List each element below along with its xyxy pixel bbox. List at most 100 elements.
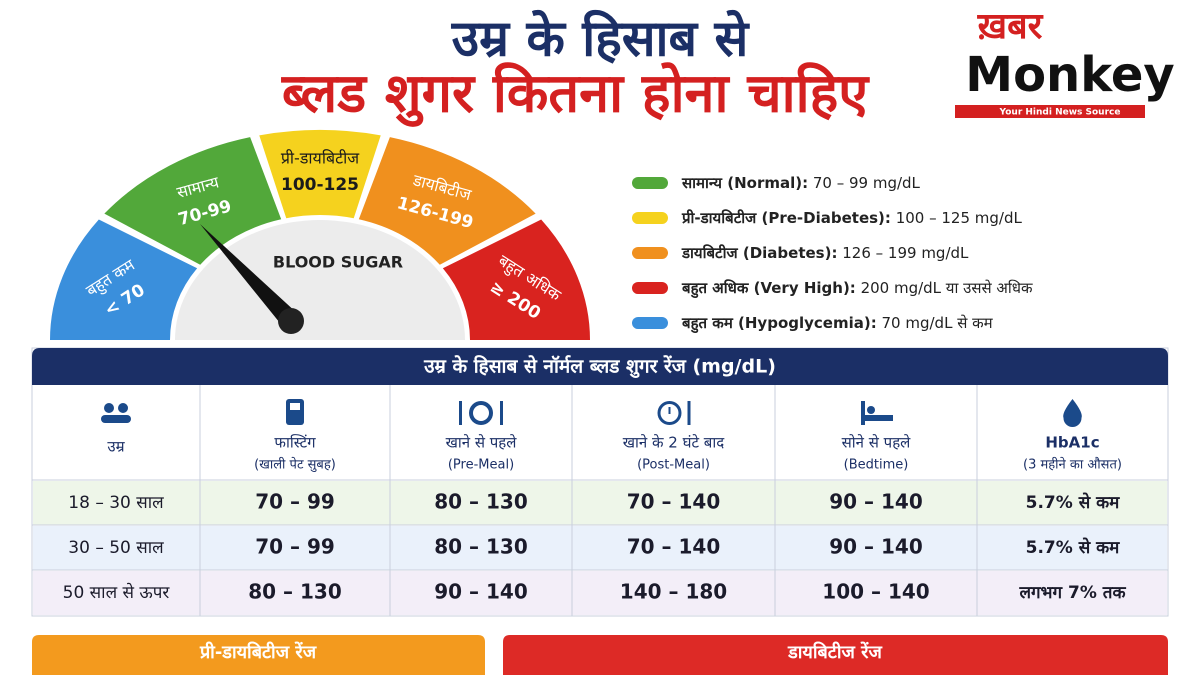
icon-part <box>101 415 131 423</box>
table-cell: 80 – 130 <box>248 580 342 604</box>
table-row-bg <box>33 571 1167 615</box>
footer-left: प्री-डायबिटीज रेंज <box>199 641 317 663</box>
icon-part <box>687 401 691 425</box>
column-label: खाने से पहले <box>446 434 518 452</box>
table-cell: 50 साल से ऊपर <box>63 582 171 603</box>
column-label: फास्टिंग <box>274 434 316 452</box>
column-icon <box>1063 399 1082 428</box>
legend-value: 100 – 125 mg/dL <box>896 209 1023 227</box>
logo-word1: ख़बर <box>977 6 1044 47</box>
legend-label: बहुत कम (Hypoglycemia): <box>681 314 877 334</box>
legend-swatch <box>632 282 668 294</box>
table-title: उम्र के हिसाब से नॉर्मल ब्लड शुगर रेंज (… <box>423 355 776 379</box>
icon-part <box>867 406 875 414</box>
icon-part <box>500 401 503 425</box>
table-cell: 70 – 140 <box>627 490 721 514</box>
table-cell: 30 – 50 साल <box>68 538 164 558</box>
legend-swatch <box>632 212 668 224</box>
legend-value: 200 mg/dL या उससे अधिक <box>861 279 1033 297</box>
legend-swatch <box>632 247 668 259</box>
table-cell: 5.7% से कम <box>1026 537 1121 558</box>
table-cell: 90 – 140 <box>829 490 923 514</box>
icon-part <box>668 407 671 414</box>
icon-part <box>104 403 114 413</box>
title-line1: उम्र के हिसाब से <box>451 10 751 68</box>
table-cell: 80 – 130 <box>434 490 528 514</box>
gauge: बहुत कम< 70सामान्य70-99प्री-डायबिटीज100-… <box>50 130 590 340</box>
icon-part <box>290 403 300 410</box>
table-cell: 140 – 180 <box>620 580 727 604</box>
legend: सामान्य (Normal): 70 – 99 mg/dL प्री-डायब… <box>632 174 1033 334</box>
table-cell: 5.7% से कम <box>1026 492 1121 513</box>
logo-word2: Monkey <box>965 47 1174 103</box>
icon-part <box>865 415 893 421</box>
column-sublabel: (खाली पेट सुबह) <box>254 457 336 473</box>
footer-right: डायबिटीज रेंज <box>787 641 882 663</box>
gauge-segment <box>50 219 198 340</box>
gauge-segment <box>358 137 536 265</box>
column-sublabel: (Pre-Meal) <box>448 458 514 473</box>
column-sublabel: (Post-Meal) <box>637 458 710 473</box>
column-label: खाने के 2 घंटे बाद <box>623 434 725 452</box>
gauge-segment <box>104 137 282 265</box>
icon-part <box>473 405 489 421</box>
legend-value: 70 mg/dL से कम <box>882 314 994 332</box>
legend-label: बहुत अधिक (Very High): <box>681 279 856 299</box>
legend-value: 126 – 199 mg/dL <box>842 244 969 262</box>
footer-left-bar <box>32 635 485 675</box>
title-line2: ब्लड शुगर कितना होना चाहिए <box>281 62 870 128</box>
legend-label: प्री-डायबिटीज (Pre-Diabetes): <box>681 209 891 227</box>
column-sublabel: (Bedtime) <box>844 458 909 473</box>
legend-entry: डायबिटीज (Diabetes): 126 – 199 mg/dL <box>681 244 969 262</box>
column-label: उम्र <box>107 438 125 456</box>
table-cell: 70 – 99 <box>255 535 335 559</box>
table-cell: 90 – 140 <box>434 580 528 604</box>
legend-entry: बहुत कम (Hypoglycemia): 70 mg/dL से कम <box>681 314 994 334</box>
table-row-bg <box>33 526 1167 570</box>
footer: प्री-डायबिटीज रेंज डायबिटीज रेंज <box>32 635 1168 675</box>
legend-entry: सामान्य (Normal): 70 – 99 mg/dL <box>681 174 921 192</box>
legend-swatch <box>632 177 668 189</box>
table-cell: 100 – 140 <box>822 580 929 604</box>
column-icon <box>459 401 503 425</box>
icon-part <box>118 403 128 413</box>
legend-value: 70 – 99 mg/dL <box>813 174 921 192</box>
legend-entry: प्री-डायबिटीज (Pre-Diabetes): 100 – 125 … <box>681 209 1022 227</box>
logo: ख़बर Monkey Your Hindi News Source <box>955 6 1175 118</box>
table-cell: 70 – 99 <box>255 490 335 514</box>
legend-entry: बहुत अधिक (Very High): 200 mg/dL या उससे… <box>681 279 1033 299</box>
gauge-label: प्री-डायबिटीज 100-125 <box>281 149 360 196</box>
column-icon <box>101 403 131 423</box>
table-header-bar <box>32 348 1168 385</box>
logo-tagline: Your Hindi News Source <box>999 108 1121 118</box>
table-cell: 70 – 140 <box>627 535 721 559</box>
gauge-hub <box>278 308 304 334</box>
icon-part <box>459 401 462 425</box>
table: उम्र के हिसाब से नॉर्मल ब्लड शुगर रेंज (… <box>31 347 1169 617</box>
gauge-segment <box>259 130 381 219</box>
table-cell: 18 – 30 साल <box>68 493 164 513</box>
gauge-segment-name: प्री-डायबिटीज <box>281 149 360 168</box>
footer-right-bar <box>503 635 1168 675</box>
legend-label: डायबिटीज (Diabetes): <box>681 244 837 262</box>
gauge-needle <box>200 224 298 328</box>
legend-label: सामान्य (Normal): <box>681 174 808 192</box>
gauge-center-label: BLOOD SUGAR <box>273 253 403 272</box>
gauge-segment-range: 100-125 <box>281 175 359 195</box>
table-cell: 80 – 130 <box>434 535 528 559</box>
column-label: सोने से पहले <box>842 434 912 452</box>
column-icon <box>657 401 691 425</box>
column-sublabel: (3 महीने का औसत) <box>1023 457 1122 473</box>
gauge-segment <box>442 219 590 340</box>
icon-part <box>861 401 865 425</box>
icon-part <box>286 399 304 425</box>
table-cell: 90 – 140 <box>829 535 923 559</box>
logo-bar <box>955 105 1145 118</box>
icon-part <box>1063 399 1082 428</box>
column-icon <box>286 399 304 425</box>
gauge-center <box>175 220 465 340</box>
table-cell: लगभग 7% तक <box>1018 583 1126 603</box>
table-row-bg <box>33 481 1167 525</box>
column-icon <box>861 401 893 425</box>
